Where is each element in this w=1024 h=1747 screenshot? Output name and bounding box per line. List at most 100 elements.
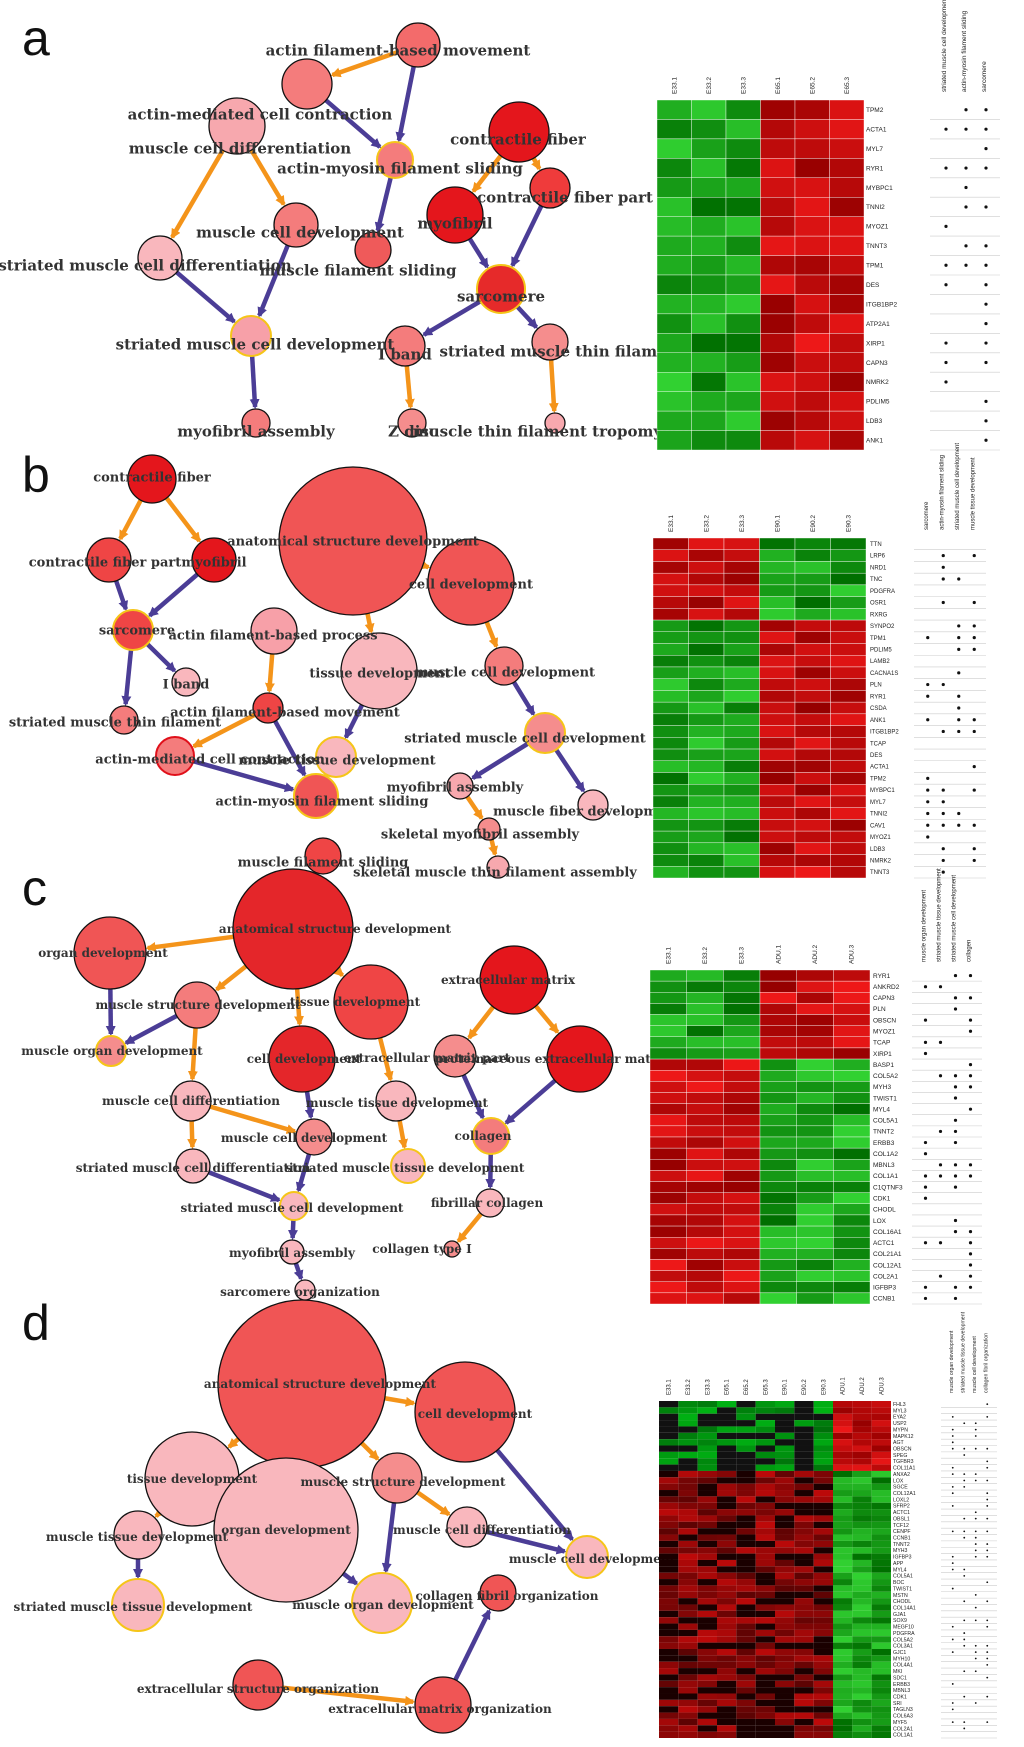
category-label: striated muscle cell development (952, 875, 958, 962)
heatmap-cell (830, 713, 867, 726)
membership-dot (986, 1498, 989, 1501)
heatmap-cell (697, 1521, 717, 1529)
membership-dot (923, 1196, 928, 1200)
heatmap-cell (813, 1661, 833, 1669)
heatmap-cell (656, 294, 692, 315)
heatmap-cell (852, 1680, 872, 1688)
gene-label: TWIST1 (873, 1095, 897, 1102)
heatmap-cell (759, 1236, 797, 1249)
heatmap-cell (686, 1159, 724, 1171)
gene-label: MYPN (893, 1427, 908, 1433)
heatmap-cell (723, 1147, 761, 1160)
heatmap-cell (833, 1147, 871, 1160)
membership-dot (986, 1505, 989, 1507)
heatmap-cell (723, 1181, 761, 1193)
heatmap-cell (759, 1159, 797, 1171)
heatmap-cell (697, 1731, 717, 1738)
edge-td-mtd (343, 703, 365, 740)
node-msd-circle (371, 1452, 423, 1504)
heatmap-cell (759, 784, 796, 797)
heatmap-cell (794, 1712, 814, 1719)
sample-label: E33.1 (665, 947, 672, 964)
edge-asd-od (145, 934, 234, 952)
heatmap-cell (871, 1413, 891, 1421)
heatmap-cell (829, 216, 865, 237)
sample-label: E33.3 (739, 515, 746, 532)
heatmap-cell (688, 854, 725, 867)
heatmap-cell (794, 1591, 814, 1599)
heatmap-cell (736, 1674, 756, 1681)
gene-label: MYBPC1 (870, 788, 895, 794)
heatmap-cell (813, 1642, 833, 1649)
heatmap-cell (659, 1547, 679, 1554)
heatmap-cell (813, 1610, 833, 1618)
heatmap-cell (833, 1092, 871, 1104)
heatmap-cell (813, 1559, 833, 1567)
membership-dot (968, 1074, 973, 1078)
membership-dot (974, 1422, 977, 1425)
heatmap-cell (736, 1559, 756, 1567)
heatmap-cell (659, 1699, 679, 1707)
membership-dot (984, 147, 988, 151)
heatmap-cell (852, 1668, 872, 1675)
heatmap-cell (755, 1521, 775, 1529)
node-mf-circle (426, 186, 484, 244)
gene-label: COL11A1 (893, 1466, 916, 1472)
node-asd-label: anatomical structure development (219, 922, 452, 936)
heatmap-cell (871, 1458, 891, 1465)
gene-label: ACTC1 (873, 1240, 895, 1247)
heatmap-cell (659, 1426, 679, 1433)
node-cd-label: cell development (409, 578, 533, 593)
node-cf-label: contractile fiber (93, 471, 211, 486)
edge-od-mod (341, 1571, 359, 1586)
gene-label: MAPK12 (893, 1434, 914, 1440)
heatmap-cell (794, 1680, 814, 1688)
heatmap-cell (794, 1547, 814, 1554)
heatmap-cell (794, 807, 831, 820)
heatmap-cell (659, 1598, 679, 1605)
heatmap-cell (833, 1439, 853, 1446)
heatmap-cell (833, 1515, 853, 1522)
heatmap-cell (723, 1159, 761, 1171)
membership-dot (986, 1651, 989, 1654)
membership-dot (972, 647, 976, 651)
heatmap-cell (723, 690, 760, 703)
membership-dot (963, 1473, 966, 1476)
heatmap-cell (871, 1547, 891, 1554)
heatmap-cell (652, 807, 689, 820)
heatmap-cell (659, 1668, 679, 1675)
heatmap-cell (829, 138, 865, 159)
heatmap-cell (829, 294, 865, 315)
heatmap-cell (723, 678, 760, 691)
heatmap-cell (871, 1699, 891, 1707)
gene-label: MYOZ1 (866, 224, 889, 231)
heatmap-cell (686, 1281, 724, 1294)
gene-label: RYR1 (866, 165, 884, 172)
heatmap-cell (829, 177, 865, 198)
heatmap-cell (871, 1509, 891, 1516)
heatmap-cell (678, 1629, 698, 1637)
membership-dot (951, 1651, 954, 1654)
heatmap-cell (736, 1420, 756, 1427)
node-smcd-label: striated muscle cell differentiation (0, 256, 292, 274)
heatmap-cell (688, 678, 725, 691)
heatmap-cell (688, 690, 725, 703)
heatmap-cell (852, 1718, 872, 1726)
heatmap-cell (652, 643, 689, 656)
membership-dot (963, 1727, 966, 1730)
heatmap-cell (652, 842, 689, 855)
heatmap-cell (794, 1502, 814, 1510)
heatmap-cell (833, 1490, 853, 1497)
membership-dot (926, 823, 930, 827)
heatmap-cell (759, 1203, 797, 1216)
node-cd-circle (427, 538, 515, 626)
gene-label: COL2A1 (893, 1726, 913, 1732)
heatmap-cell (871, 1687, 891, 1694)
heatmap-cell (691, 158, 727, 178)
membership-dot (986, 1543, 989, 1545)
heatmap-cell (759, 1036, 797, 1049)
heatmap-cell (813, 1687, 833, 1694)
heatmap-cell (796, 1103, 834, 1115)
gene-label: LRP6 (870, 554, 886, 560)
heatmap-cell (794, 1699, 814, 1707)
